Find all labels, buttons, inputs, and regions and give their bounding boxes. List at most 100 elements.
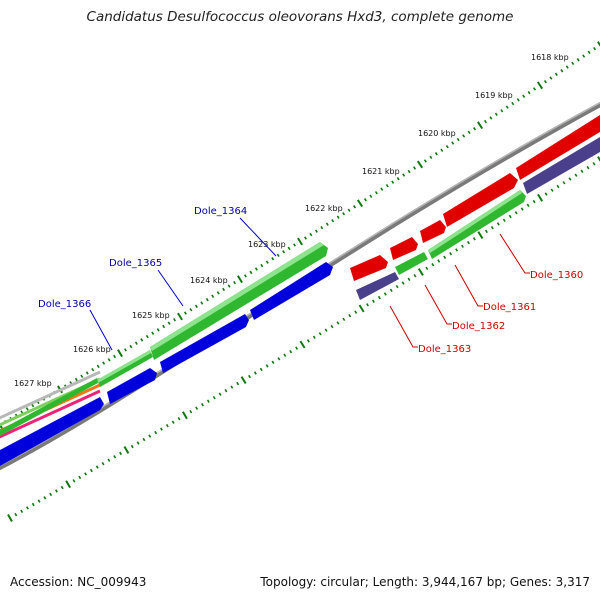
minor-tick — [259, 367, 263, 372]
kbp-label: 1620 kbp — [418, 129, 456, 138]
minor-tick — [467, 130, 471, 135]
minor-tick — [130, 444, 134, 449]
minor-tick — [134, 341, 138, 345]
minor-tick — [494, 112, 498, 117]
minor-tick — [502, 218, 506, 222]
minor-tick — [102, 361, 106, 365]
minor-tick — [462, 134, 466, 138]
gene-label[interactable]: Dole_1362 — [452, 321, 505, 332]
gene-label[interactable]: Dole_1366 — [38, 299, 91, 310]
reverse-orf-feature — [0, 397, 104, 466]
minor-tick — [560, 69, 564, 73]
minor-tick — [385, 183, 389, 188]
minor-tick — [451, 141, 455, 145]
minor-tick — [254, 267, 258, 271]
minor-tick — [342, 212, 346, 216]
reverse-orf-feature — [250, 262, 333, 320]
minor-tick — [527, 90, 531, 95]
minor-tick — [532, 199, 536, 204]
kbp-label: 1622 kbp — [305, 204, 343, 213]
cds-feature — [150, 242, 328, 360]
minor-tick — [173, 318, 176, 322]
reverse-orf-track — [0, 262, 333, 466]
minor-tick — [526, 203, 530, 208]
kbp-label: 1626 kbp — [73, 345, 111, 354]
minor-tick — [407, 169, 411, 174]
minor-tick — [402, 173, 406, 177]
cds-feature — [150, 242, 324, 351]
minor-tick — [124, 348, 127, 352]
gene-label[interactable]: Dole_1364 — [194, 206, 247, 217]
minor-tick — [369, 194, 373, 198]
minor-tick — [374, 191, 378, 195]
major-tick — [237, 275, 243, 284]
reverse-orf-feature — [107, 368, 157, 404]
minor-tick — [336, 215, 340, 219]
minor-tick — [396, 176, 400, 181]
minor-tick — [85, 371, 89, 375]
gene-label[interactable]: Dole_1363 — [418, 344, 471, 355]
inner-tick-ring — [7, 156, 600, 522]
minor-tick — [72, 479, 76, 483]
minor-tick — [136, 441, 140, 445]
minor-tick — [60, 485, 64, 490]
minor-tick — [543, 79, 547, 84]
minor-tick — [189, 410, 193, 414]
minor-tick — [571, 61, 575, 66]
gene-label[interactable]: Dole_1360 — [530, 270, 583, 281]
minor-tick — [565, 65, 569, 69]
major-tick — [597, 156, 600, 162]
minor-tick — [162, 324, 166, 329]
kbp-label: 1627 kbp — [14, 379, 52, 388]
minor-tick — [505, 105, 509, 109]
minor-tick — [342, 317, 346, 322]
kbp-label: 1621 kbp — [362, 167, 400, 176]
minor-tick — [295, 346, 299, 350]
minor-tick — [84, 472, 87, 476]
cds-feature — [0, 378, 98, 436]
genome-summary: Topology: circular; Length: 3,944,167 bp… — [260, 575, 590, 589]
kbp-label: 1619 kbp — [475, 91, 513, 100]
minor-tick — [562, 181, 566, 185]
minor-tick — [461, 244, 464, 248]
minor-tick — [372, 299, 375, 303]
minor-tick — [282, 250, 286, 254]
minor-tick — [554, 72, 558, 77]
minor-tick — [483, 119, 487, 124]
minor-tick — [107, 358, 111, 362]
major-tick — [182, 411, 188, 420]
reverse-orf-feature — [160, 314, 249, 373]
minor-tick — [101, 462, 105, 466]
minor-tick — [248, 374, 251, 379]
minor-tick — [129, 344, 133, 349]
minor-tick — [522, 94, 526, 98]
major-tick — [0, 423, 3, 429]
minor-tick — [443, 255, 447, 260]
minor-tick — [331, 218, 335, 223]
minor-tick — [171, 420, 175, 424]
minor-tick — [395, 284, 399, 289]
callout-line — [499, 233, 530, 274]
minor-tick — [113, 354, 116, 359]
minor-tick — [96, 364, 100, 369]
minor-tick — [167, 321, 171, 325]
minor-tick — [425, 266, 429, 271]
minor-tick — [91, 368, 95, 372]
minor-tick — [119, 451, 122, 456]
minor-tick — [544, 192, 548, 196]
minor-tick — [195, 406, 199, 410]
minor-tick — [440, 148, 444, 152]
minor-tick — [177, 417, 181, 421]
minor-tick — [429, 155, 433, 160]
minor-tick — [154, 430, 158, 435]
minor-tick — [224, 389, 228, 393]
minor-tick — [289, 349, 293, 354]
minor-tick — [330, 324, 334, 329]
gene-label[interactable]: Dole_1361 — [483, 302, 536, 313]
minor-tick — [20, 509, 24, 513]
minor-tick — [37, 499, 41, 503]
major-tick — [297, 237, 303, 246]
minor-tick — [353, 205, 357, 209]
gene-label[interactable]: Dole_1365 — [109, 258, 162, 269]
minor-tick — [314, 229, 318, 233]
